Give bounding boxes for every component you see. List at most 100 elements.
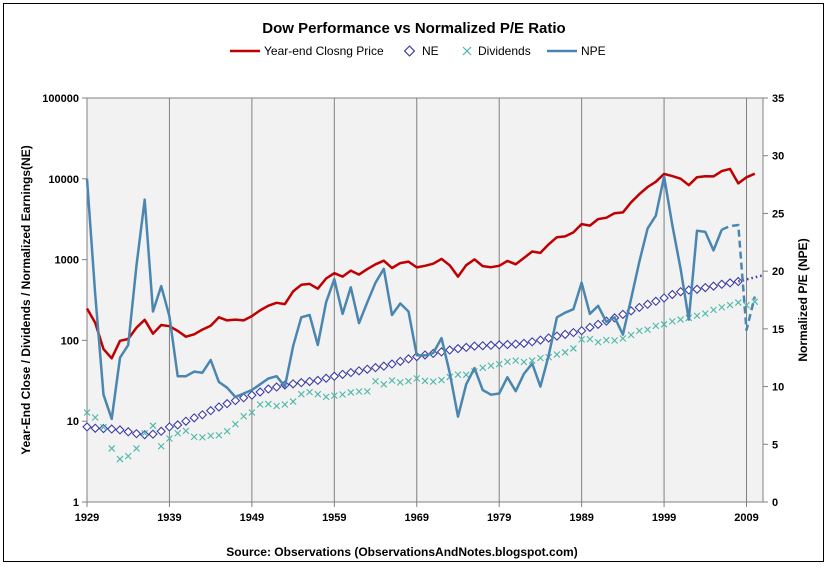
ne-point <box>164 422 175 432</box>
x-tick-label: 1989 <box>569 512 593 524</box>
ne-point <box>362 364 373 374</box>
dividends-point-stroke <box>586 335 594 343</box>
dividends-point-stroke <box>627 331 635 339</box>
y2-tick-label: 15 <box>772 324 784 336</box>
y-axis-right: 0 5 10 15 20 25 30 35 <box>763 93 784 509</box>
ne-point <box>535 335 546 345</box>
x-axis: 1929 1939 1949 1959 1969 1979 1989 1999 2009 <box>75 502 759 524</box>
ne-point <box>692 284 702 294</box>
ne-point <box>469 341 480 351</box>
dividends-point-stroke <box>215 431 223 439</box>
dividends-point-stroke <box>83 409 91 416</box>
series-marks <box>82 167 764 463</box>
y2-tick-label: 20 <box>772 266 784 278</box>
dividends-point-stroke <box>297 390 305 398</box>
dividends-point-stroke <box>289 398 297 405</box>
chart: Dow Performance vs Normalized P/E Ratio … <box>19 20 810 559</box>
ne-point <box>543 333 554 343</box>
legend-price-label: Year-end Closng Price <box>264 44 384 58</box>
dividends-point <box>454 371 462 379</box>
ne-point <box>82 422 92 432</box>
dividends-point-stroke <box>322 393 330 401</box>
dividends-point <box>322 393 330 401</box>
dividends-point <box>462 371 470 379</box>
dividends-point <box>124 452 132 460</box>
ne-point <box>337 369 348 380</box>
ne-point <box>725 278 735 288</box>
dividends-point-stroke <box>635 327 643 335</box>
ne-point <box>618 309 628 320</box>
dividends-point-stroke <box>528 357 536 364</box>
ne-point <box>98 423 109 434</box>
dividends-point-stroke <box>570 345 577 352</box>
dividends-point <box>116 455 124 463</box>
dividends-point <box>619 335 627 342</box>
ne-point <box>634 302 645 313</box>
dividends-point <box>512 357 520 365</box>
dividends-point-stroke <box>207 432 215 440</box>
ne-point <box>313 375 323 386</box>
ne-point <box>115 425 125 435</box>
dividends-point <box>553 351 561 358</box>
dividends-point <box>570 345 577 352</box>
dividends-point <box>166 435 173 442</box>
x-tick-label: 1939 <box>157 512 181 524</box>
ne-point <box>263 384 274 394</box>
dividends-point-stroke <box>232 420 239 428</box>
y2-tick-label: 30 <box>772 151 784 163</box>
dividends-point <box>314 390 322 398</box>
y-tick-label: 10000 <box>48 174 79 186</box>
legend-dividends-swatch <box>462 46 472 56</box>
legend: Year-end Closng Price NE Dividends NPE <box>230 44 606 58</box>
y-tick-label: 100000 <box>42 93 79 105</box>
legend-npe-label: NPE <box>581 44 606 58</box>
dividends-point <box>174 429 182 437</box>
dividends-point <box>330 392 338 400</box>
dividends-point-stroke <box>512 357 520 365</box>
ne-point <box>444 345 455 355</box>
dividends-point <box>487 362 495 370</box>
legend-ne-swatch <box>403 45 416 57</box>
dividends-point-stroke <box>256 401 264 408</box>
dividends-point-stroke <box>454 371 462 379</box>
dividends-point <box>693 312 701 320</box>
ne-point <box>519 338 529 349</box>
ne-point <box>403 354 414 364</box>
ne-point <box>90 423 100 433</box>
ne-point <box>502 339 513 350</box>
ne-point <box>387 359 397 369</box>
dividends-point <box>149 422 157 430</box>
dividends-point-stroke <box>479 364 487 372</box>
dividends-point-stroke <box>116 455 124 463</box>
dividends-point-stroke <box>734 299 742 306</box>
series-npe-dashed-line <box>721 223 757 332</box>
dividends-point <box>363 387 371 395</box>
ne-point <box>304 376 315 387</box>
dividends-point <box>660 320 668 328</box>
dividends-point-stroke <box>710 306 717 314</box>
ne-point <box>123 427 133 437</box>
y2-axis-title: Normalized P/E (NPE) <box>796 238 810 361</box>
ne-point <box>205 405 216 416</box>
y2-tick-label: 0 <box>772 497 778 509</box>
dividends-point <box>718 303 726 311</box>
dividends-point <box>223 427 231 435</box>
ne-point <box>222 398 232 409</box>
dividends-point <box>652 322 660 330</box>
ne-point <box>585 322 595 333</box>
ne-point <box>139 429 150 440</box>
dividends-point <box>578 335 586 343</box>
ne-point <box>131 428 142 439</box>
ne-point <box>494 340 504 350</box>
dividends-point <box>438 376 445 384</box>
dividends-point <box>701 310 709 317</box>
dividends-point <box>495 360 503 368</box>
dividends-point <box>182 427 190 435</box>
dividends-point-stroke <box>248 409 256 416</box>
dividends-point-stroke <box>380 380 388 388</box>
dividends-point <box>281 401 289 408</box>
dividends-point <box>586 335 594 343</box>
ne-point <box>354 366 364 376</box>
ne-point <box>214 402 224 412</box>
dividends-point <box>133 445 140 452</box>
